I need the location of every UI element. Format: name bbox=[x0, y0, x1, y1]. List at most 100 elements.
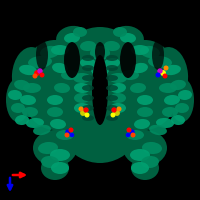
Circle shape bbox=[112, 108, 116, 112]
Ellipse shape bbox=[38, 142, 58, 154]
Circle shape bbox=[69, 128, 73, 132]
Ellipse shape bbox=[149, 125, 167, 135]
Ellipse shape bbox=[82, 115, 94, 121]
Ellipse shape bbox=[137, 95, 153, 105]
Circle shape bbox=[131, 133, 135, 137]
Ellipse shape bbox=[48, 27, 152, 163]
Ellipse shape bbox=[91, 64, 109, 76]
Circle shape bbox=[70, 133, 74, 137]
Ellipse shape bbox=[40, 46, 60, 58]
Ellipse shape bbox=[56, 26, 88, 50]
Ellipse shape bbox=[95, 42, 105, 62]
Ellipse shape bbox=[156, 118, 174, 128]
Ellipse shape bbox=[11, 103, 25, 113]
Ellipse shape bbox=[104, 58, 120, 68]
Ellipse shape bbox=[74, 83, 90, 93]
Circle shape bbox=[81, 111, 85, 115]
Ellipse shape bbox=[47, 95, 63, 105]
Ellipse shape bbox=[20, 95, 36, 105]
Ellipse shape bbox=[131, 156, 159, 180]
Ellipse shape bbox=[109, 73, 127, 83]
Ellipse shape bbox=[110, 103, 126, 113]
Ellipse shape bbox=[22, 107, 38, 117]
Ellipse shape bbox=[15, 115, 29, 125]
Ellipse shape bbox=[130, 83, 146, 93]
Ellipse shape bbox=[162, 107, 178, 117]
Ellipse shape bbox=[110, 83, 126, 93]
Ellipse shape bbox=[92, 55, 108, 125]
Ellipse shape bbox=[82, 105, 94, 111]
Ellipse shape bbox=[106, 75, 118, 81]
Ellipse shape bbox=[33, 130, 77, 166]
Ellipse shape bbox=[126, 130, 144, 140]
Ellipse shape bbox=[106, 55, 118, 61]
Ellipse shape bbox=[54, 83, 70, 93]
Circle shape bbox=[127, 128, 131, 132]
Ellipse shape bbox=[140, 46, 160, 58]
Ellipse shape bbox=[178, 90, 192, 100]
Ellipse shape bbox=[164, 95, 180, 105]
Circle shape bbox=[164, 66, 168, 70]
Ellipse shape bbox=[131, 45, 149, 55]
Ellipse shape bbox=[131, 162, 149, 174]
Ellipse shape bbox=[130, 149, 150, 161]
Ellipse shape bbox=[41, 156, 59, 168]
Ellipse shape bbox=[104, 41, 120, 51]
Ellipse shape bbox=[170, 80, 186, 90]
Circle shape bbox=[115, 111, 119, 115]
Ellipse shape bbox=[47, 107, 63, 117]
Ellipse shape bbox=[137, 107, 153, 117]
Ellipse shape bbox=[74, 93, 90, 103]
Ellipse shape bbox=[51, 162, 69, 174]
Ellipse shape bbox=[74, 103, 90, 113]
Ellipse shape bbox=[110, 40, 180, 130]
Ellipse shape bbox=[148, 56, 172, 68]
Ellipse shape bbox=[56, 130, 74, 140]
Circle shape bbox=[84, 108, 88, 112]
Ellipse shape bbox=[113, 27, 127, 37]
Ellipse shape bbox=[82, 85, 94, 91]
Ellipse shape bbox=[80, 41, 96, 51]
Ellipse shape bbox=[61, 70, 79, 80]
Ellipse shape bbox=[142, 142, 162, 154]
Ellipse shape bbox=[14, 80, 30, 90]
Ellipse shape bbox=[110, 93, 126, 103]
Ellipse shape bbox=[82, 95, 94, 101]
Ellipse shape bbox=[90, 46, 110, 60]
Circle shape bbox=[156, 73, 160, 77]
Ellipse shape bbox=[120, 42, 136, 78]
Ellipse shape bbox=[50, 149, 70, 161]
Ellipse shape bbox=[19, 65, 37, 75]
Circle shape bbox=[161, 71, 165, 75]
Circle shape bbox=[65, 133, 69, 137]
Ellipse shape bbox=[170, 78, 194, 122]
Ellipse shape bbox=[51, 45, 69, 55]
Ellipse shape bbox=[112, 26, 144, 50]
Ellipse shape bbox=[26, 118, 44, 128]
Ellipse shape bbox=[12, 47, 48, 103]
Ellipse shape bbox=[120, 33, 136, 43]
Ellipse shape bbox=[72, 33, 128, 77]
Circle shape bbox=[38, 69, 42, 73]
Circle shape bbox=[35, 71, 39, 75]
Ellipse shape bbox=[52, 63, 68, 73]
Circle shape bbox=[111, 113, 115, 117]
Circle shape bbox=[33, 74, 37, 78]
Ellipse shape bbox=[106, 115, 118, 121]
Ellipse shape bbox=[121, 70, 139, 80]
Ellipse shape bbox=[64, 33, 80, 43]
Ellipse shape bbox=[73, 27, 87, 37]
Ellipse shape bbox=[134, 119, 150, 129]
Circle shape bbox=[85, 113, 89, 117]
Ellipse shape bbox=[23, 83, 41, 93]
Ellipse shape bbox=[123, 130, 167, 166]
Ellipse shape bbox=[36, 40, 48, 70]
Circle shape bbox=[158, 69, 162, 73]
Ellipse shape bbox=[64, 42, 80, 78]
Ellipse shape bbox=[73, 73, 91, 83]
Circle shape bbox=[79, 107, 83, 111]
Circle shape bbox=[117, 107, 121, 111]
Ellipse shape bbox=[132, 63, 148, 73]
Ellipse shape bbox=[50, 119, 66, 129]
Ellipse shape bbox=[152, 47, 188, 103]
